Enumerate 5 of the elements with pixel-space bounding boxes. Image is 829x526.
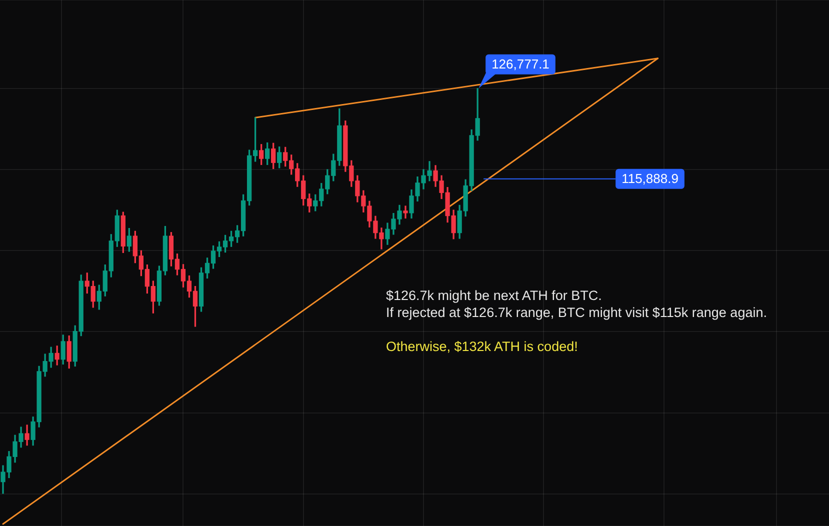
annotation: Otherwise, $132k ATH is coded! [386,338,579,355]
annotation: If rejected at $126.7k range, BTC might visit $115k range again. [386,304,767,321]
text: 126,777.1 [492,56,550,72]
annotation: 115,888.9 [622,170,678,186]
annotation: $126.7k might be next ATH for BTC. [386,287,603,304]
